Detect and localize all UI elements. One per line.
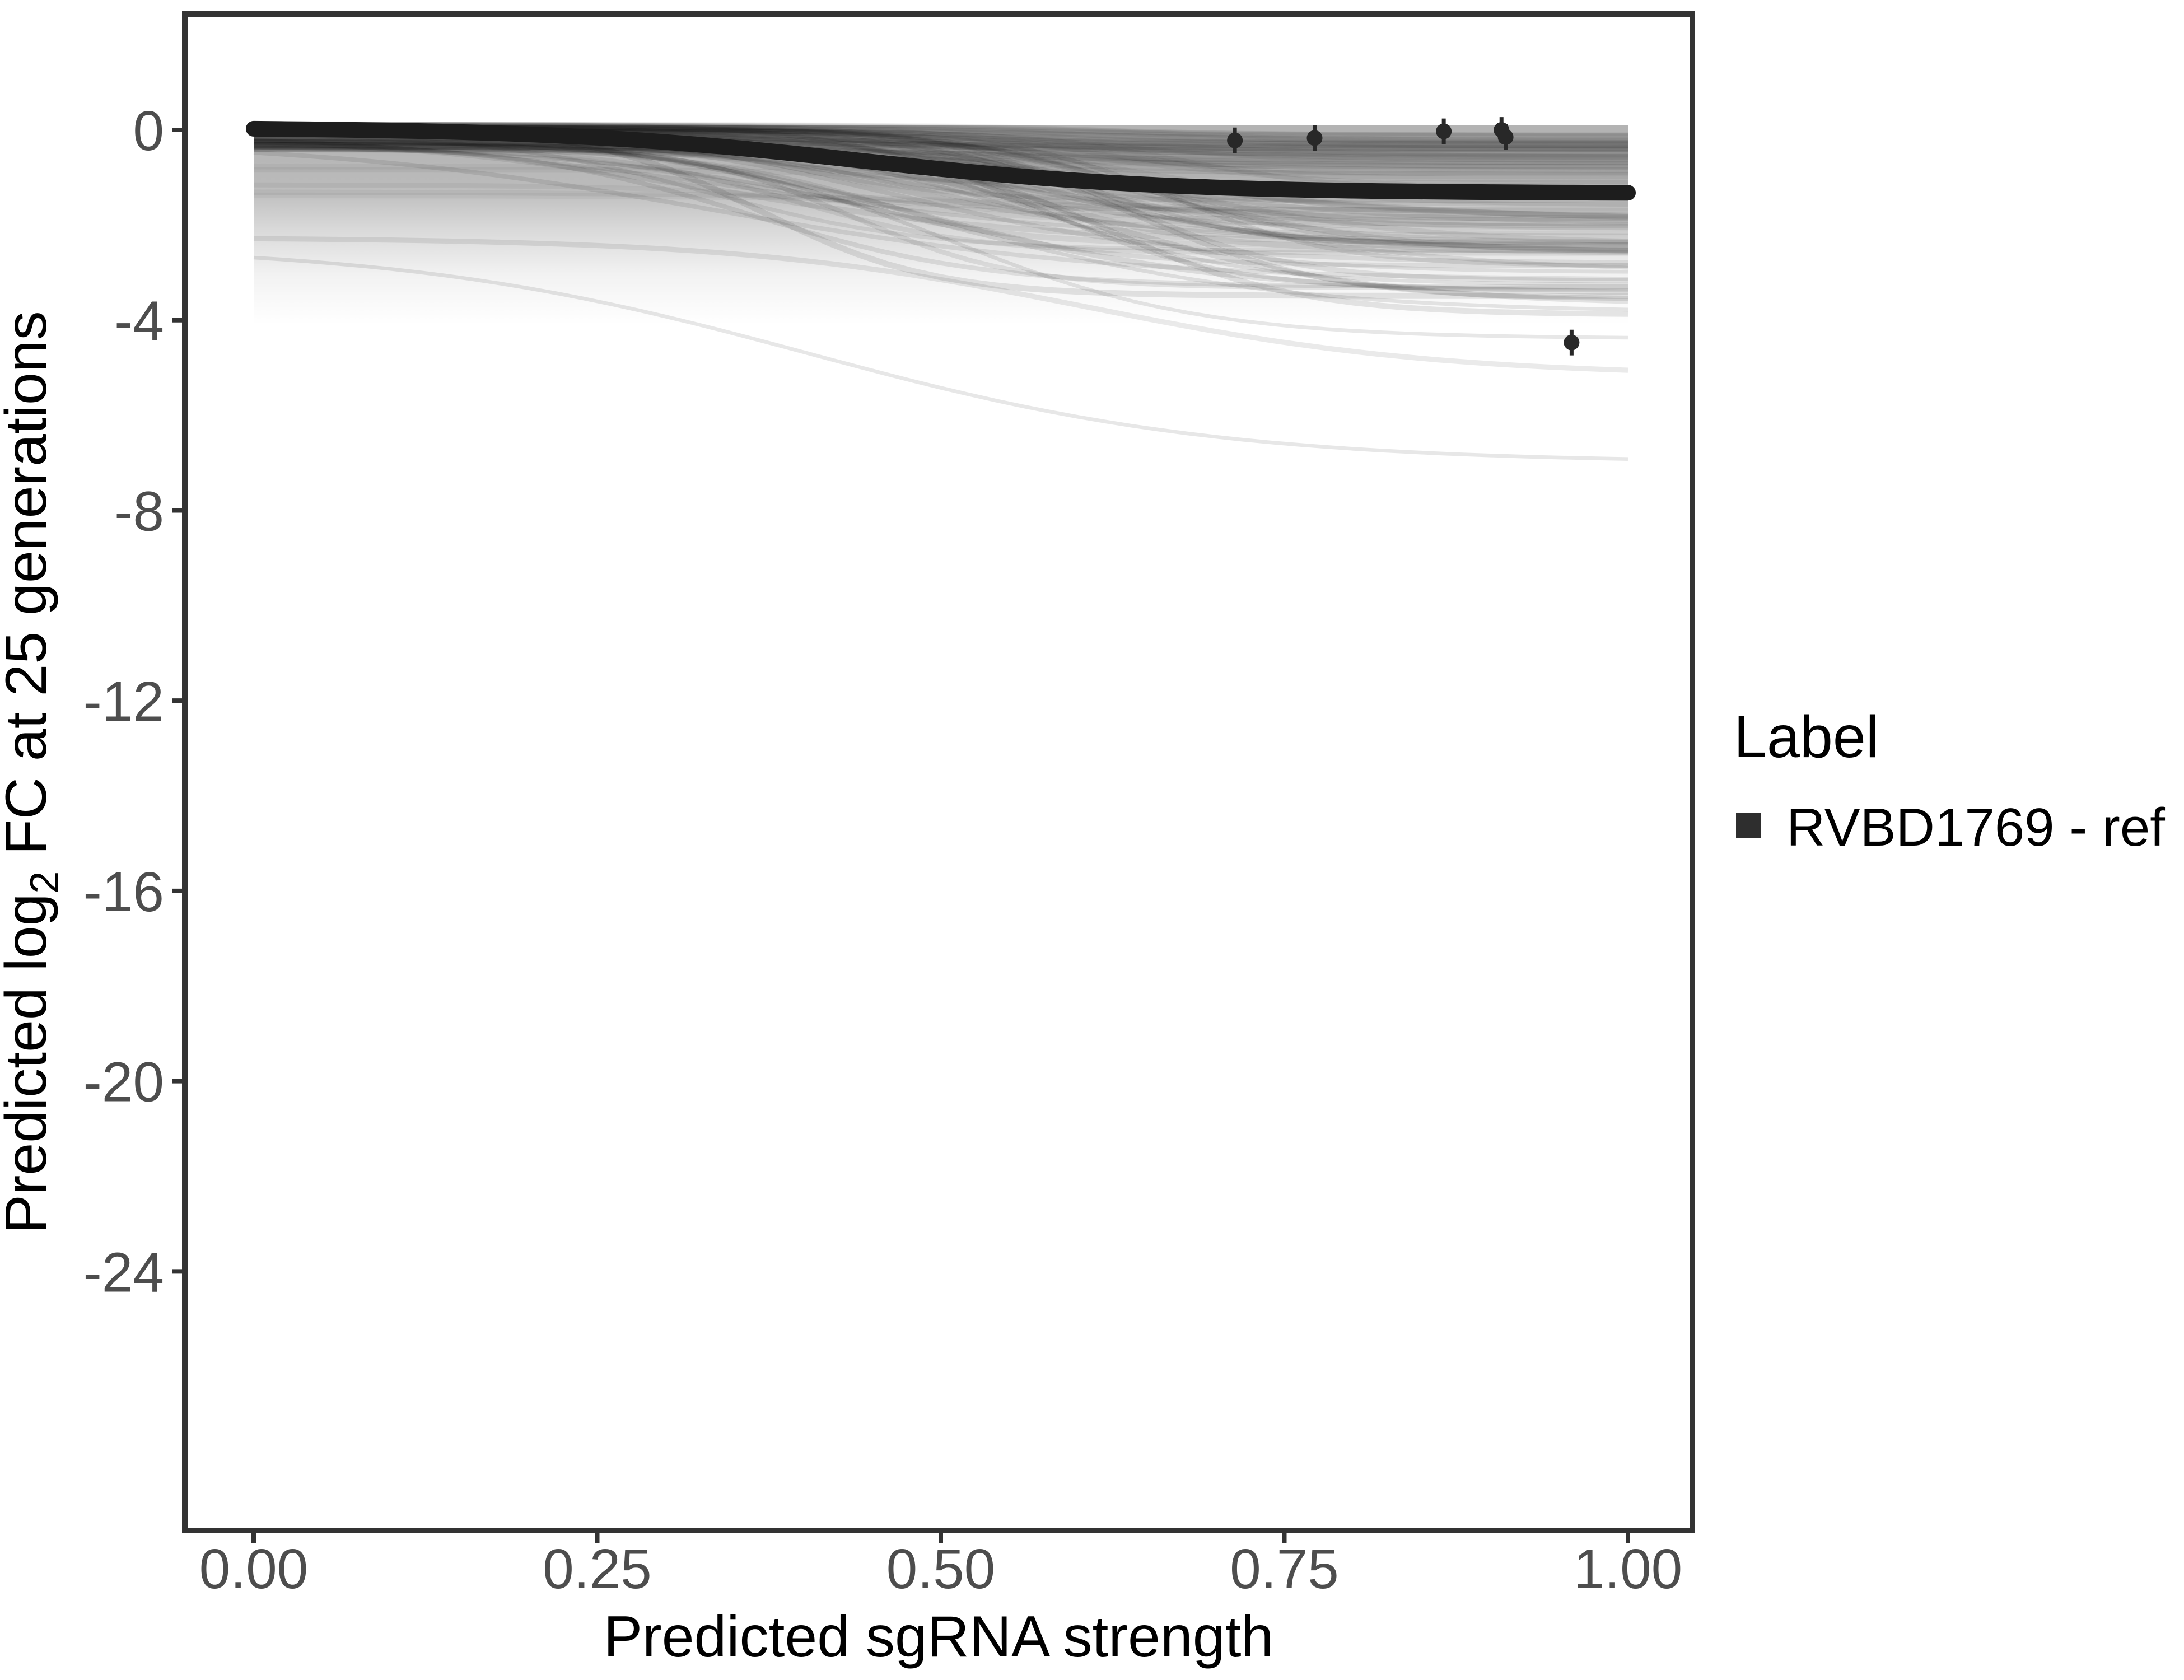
ensemble-curve [253,138,1628,304]
x-tick-label: 0.25 [543,1538,652,1600]
ensemble-curve [253,255,1628,461]
y-tick-label: -8 [114,480,164,543]
x-axis-title: Predicted sgRNA strength [604,1604,1274,1669]
ensemble-curve [253,150,1628,282]
ensemble-curve [253,139,1628,174]
x-tick-label: 1.00 [1574,1538,1683,1600]
ensemble-curve [253,145,1628,312]
legend: Label RVBD1769 - ref [1734,704,2165,857]
reference-curve-rvbd1769 [246,120,1636,201]
x-axis: 0.00 0.25 0.50 0.75 1.00 [199,1530,1683,1600]
y-tick-label: -12 [83,670,164,733]
ensemble-curve [253,137,1628,246]
y-title-subscript: 2 [22,871,67,894]
data-point [1227,132,1243,148]
ensemble-curve [253,147,1628,256]
ensemble-curve [253,145,1628,268]
ensemble-density-band-rect [254,125,1628,325]
y-axis-title: Predicted log2 FC at 25 generations [0,311,67,1233]
ensemble-curve [253,137,1628,217]
ensemble-curve [254,144,1628,245]
ensemble-curve [253,189,1628,223]
ensemble-curve [253,142,1628,291]
ensemble-density-band [254,125,1628,325]
ensemble-curve [253,139,1628,340]
y-tick-label: -16 [83,861,164,923]
ensemble-curve [253,139,1628,213]
ensemble-curve [254,142,1628,235]
y-tick-label: -4 [114,290,164,353]
ensemble-curve [253,143,1628,253]
data-point [1564,334,1580,351]
ensemble-curve [253,142,1628,249]
ensemble-curve [253,133,1628,253]
ensemble-curve [253,146,1628,212]
legend-entry-label: RVBD1769 - ref [1786,797,2165,857]
measured-points-layer [1227,117,1580,356]
data-point [1436,123,1452,139]
y-title-suffix: FC at 25 generations [0,311,59,871]
ensemble-curve [254,167,1628,203]
data-point [1306,130,1323,146]
ensemble-curve [254,121,1628,219]
data-point [1497,129,1514,145]
legend-key-swatch [1736,813,1761,838]
ensemble-curve [253,138,1628,246]
ensemble-curve [253,141,1628,290]
x-tick-label: 0.75 [1230,1538,1339,1600]
y-tick-label: -20 [83,1051,164,1114]
x-tick-label: 0.50 [886,1538,996,1600]
legend-title: Label [1734,704,1879,770]
x-tick-label: 0.00 [199,1538,309,1600]
reference-curve-layer [246,120,1636,201]
ensemble-curve [253,139,1628,231]
y-tick-label: 0 [133,100,164,162]
y-axis: 0 -4 -8 -12 -16 -20 -24 [83,100,185,1304]
ensemble-curve [253,236,1628,373]
y-tick-label: -24 [83,1241,164,1304]
y-title-prefix: Predicted log [0,894,59,1234]
ensemble-curve [253,182,1628,226]
